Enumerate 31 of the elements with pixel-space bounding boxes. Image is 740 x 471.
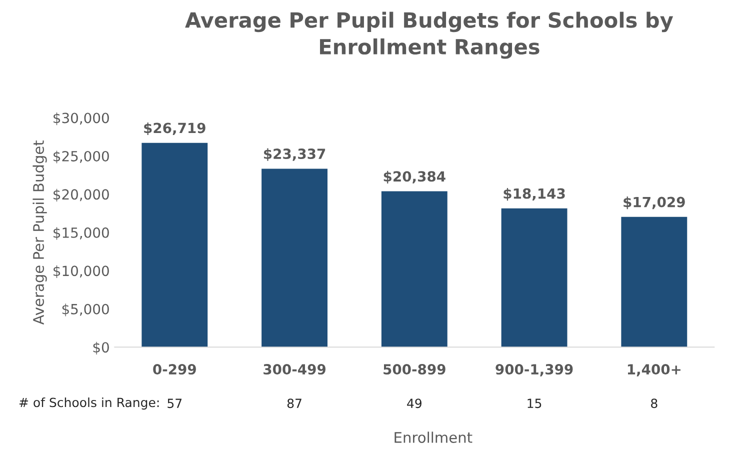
- data-label: $26,719: [144, 122, 206, 136]
- bar: [142, 142, 208, 348]
- y-tick-label: $20,000: [54, 188, 109, 202]
- x-tick-label: 500-899: [384, 364, 446, 375]
- data-label: $23,337: [264, 148, 326, 161]
- data-label: $17,029: [624, 196, 685, 210]
- y-tick-label: $25,000: [54, 150, 109, 164]
- x-tick-label: 900-1,399: [496, 364, 573, 376]
- text: 49: [407, 398, 422, 408]
- bar: [501, 208, 568, 348]
- x-tick-label: 1,400+: [628, 364, 680, 376]
- x-tick-label: 0-299: [153, 364, 196, 375]
- text: 87: [287, 398, 302, 408]
- y-tick-label: $10,000: [54, 265, 109, 278]
- bar: [621, 216, 688, 348]
- y-axis-title: Average Per Pupil Budget: [32, 140, 47, 325]
- text: 57: [168, 398, 182, 408]
- chart-title: Average Per Pupil Budgets for Schools by Enrollment Ranges: [185, 12, 674, 59]
- data-label: $20,384: [384, 170, 446, 184]
- y-tick-label: $0: [93, 342, 109, 354]
- text: 15: [528, 398, 542, 408]
- x-axis-title: Enrollment: [394, 432, 472, 443]
- data-label: $18,143: [504, 188, 565, 201]
- y-tick-label: $5,000: [62, 304, 109, 316]
- text: 8: [651, 398, 658, 408]
- text: # of Schools in Range:: [19, 397, 159, 410]
- y-tick-label: $30,000: [54, 112, 109, 126]
- x-tick-label: 300-499: [264, 364, 326, 375]
- bar: [262, 168, 328, 348]
- y-tick-label: $15,000: [54, 227, 109, 240]
- bar: [381, 191, 448, 348]
